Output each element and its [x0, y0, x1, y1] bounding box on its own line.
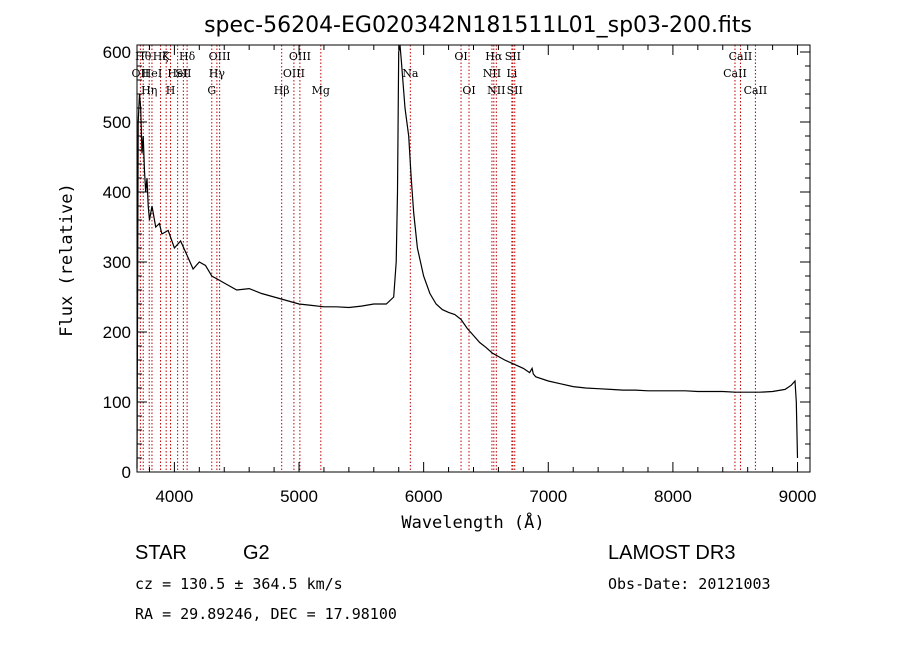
- line-label-7: HeI: [167, 67, 187, 80]
- line-label-3: HeI: [142, 67, 162, 80]
- redshift-velocity: cz = 130.5 ± 364.5 km/s: [135, 575, 343, 593]
- line-label-20: NII: [483, 67, 501, 80]
- y-axis-ticks: 0 100 200 300 400 500 600: [103, 43, 810, 482]
- line-label-21: Hα: [485, 50, 503, 63]
- x-axis-title: Wavelength (Å): [401, 511, 544, 533]
- line-label-14: OIII: [283, 67, 305, 80]
- x-tick-label-5: 9000: [779, 487, 817, 506]
- x-tick-label-1: 5000: [280, 487, 318, 506]
- line-label-26: CaII: [723, 67, 747, 80]
- line-label-16: Mg: [312, 84, 330, 97]
- line-label-23: Li: [506, 67, 517, 80]
- line-label-22: NII: [487, 84, 505, 97]
- line-label-2: Hη: [141, 84, 157, 97]
- y-tick-label-6: 600: [103, 43, 131, 62]
- y-axis-title: Flux (relative): [57, 183, 77, 337]
- line-label-5: K: [162, 50, 171, 63]
- line-label-28: CaII: [744, 84, 768, 97]
- line-label-13: Hβ: [274, 84, 290, 97]
- line-label-18: OI: [454, 50, 467, 63]
- x-tick-label-2: 6000: [405, 487, 443, 506]
- y-tick-label-5: 500: [103, 113, 131, 132]
- line-label-15: OIII: [289, 50, 311, 63]
- x-axis-ticks: 4000 5000 6000 7000 8000 9000: [148, 45, 817, 506]
- observation-date: Obs-Date: 20121003: [608, 575, 771, 593]
- chart-title: spec-56204-EG020342N181511L01_sp03-200.f…: [204, 13, 752, 38]
- line-label-8: SII: [175, 67, 191, 80]
- spectral-line-markers: [139, 45, 756, 472]
- sky-coordinates: RA = 29.89246, DEC = 17.98100: [135, 605, 397, 623]
- line-label-6: H: [166, 84, 176, 97]
- line-label-9: Hδ: [179, 50, 196, 63]
- line-label-1: Hθ: [135, 50, 152, 63]
- spectral-line-labels: OIIHθHηHeIHζKHHeISIIHδGHγOIIIHβOIIIOIIIM…: [132, 50, 768, 97]
- plot-frame: [136, 44, 811, 473]
- line-label-27: CaII: [729, 50, 753, 63]
- y-tick-label-0: 0: [122, 463, 131, 482]
- spectrum-line: [136, 44, 799, 469]
- line-label-12: OIII: [209, 50, 231, 63]
- object-subclass: G2: [243, 542, 270, 564]
- object-class: STAR: [135, 542, 187, 564]
- line-label-4: Hζ: [153, 50, 169, 63]
- line-label-0: OII: [132, 67, 150, 80]
- y-tick-label-2: 200: [103, 323, 131, 342]
- x-tick-label-4: 8000: [654, 487, 692, 506]
- survey-label: LAMOST DR3: [608, 542, 735, 564]
- line-label-25: SII: [507, 84, 523, 97]
- line-label-10: G: [207, 84, 216, 97]
- line-label-19: OI: [462, 84, 475, 97]
- line-label-17: Na: [402, 67, 419, 80]
- x-tick-label-3: 7000: [529, 487, 567, 506]
- y-tick-label-3: 300: [103, 253, 131, 272]
- y-tick-label-1: 100: [103, 393, 131, 412]
- line-label-11: Hγ: [209, 67, 226, 80]
- y-tick-label-4: 400: [103, 183, 131, 202]
- x-tick-label-0: 4000: [155, 487, 193, 506]
- line-label-24: SII: [505, 50, 521, 63]
